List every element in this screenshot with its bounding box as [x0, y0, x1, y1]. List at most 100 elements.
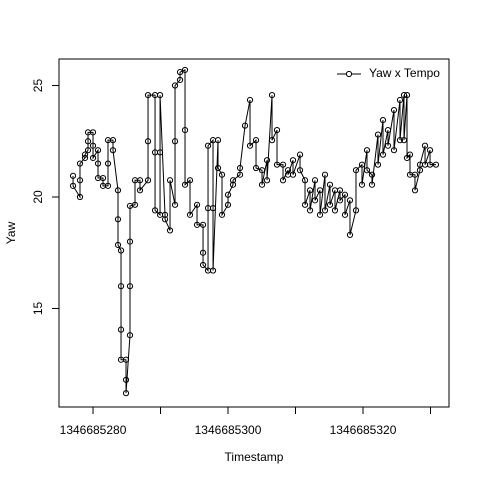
point [176, 76, 184, 84]
point [321, 171, 329, 178]
point [411, 187, 419, 194]
point [403, 92, 411, 99]
point [69, 172, 77, 179]
point [214, 164, 222, 172]
point [117, 326, 125, 333]
point [241, 122, 249, 129]
point [229, 177, 237, 184]
point [358, 181, 366, 188]
point [379, 116, 387, 124]
point [379, 151, 387, 158]
point [384, 127, 392, 134]
point [171, 138, 179, 145]
point [374, 131, 382, 138]
point [268, 92, 276, 99]
point [186, 177, 194, 184]
point [224, 201, 232, 208]
point [331, 207, 339, 214]
point [236, 171, 244, 178]
point [336, 197, 344, 204]
point [109, 147, 117, 154]
point [252, 137, 260, 144]
point [279, 177, 287, 184]
point [84, 147, 92, 154]
point [368, 181, 376, 188]
point [296, 151, 304, 158]
legend-marker [345, 70, 353, 78]
point [84, 138, 92, 145]
point [321, 207, 329, 214]
point [236, 164, 244, 172]
point [358, 161, 366, 168]
x-axis-title: Timestamp [225, 450, 284, 464]
point [400, 137, 408, 144]
point [193, 201, 201, 208]
point [181, 181, 189, 188]
legend-label: Yaw x Tempo [369, 66, 440, 80]
point [296, 167, 304, 174]
x-tick-label: 1346685320 [330, 423, 397, 437]
point [94, 160, 102, 167]
point [176, 69, 184, 76]
x-tick-label: 1346685300 [195, 423, 262, 437]
point [204, 142, 212, 149]
point [81, 154, 89, 162]
point [218, 171, 226, 178]
point [273, 161, 281, 168]
y-axis-title: Yaw [4, 221, 18, 244]
point [199, 261, 207, 269]
y-tick-label: 15 [31, 301, 45, 315]
point [346, 197, 354, 204]
point [114, 216, 122, 223]
point [263, 157, 271, 164]
point [114, 241, 122, 249]
point [122, 356, 130, 363]
point [104, 160, 112, 167]
point [390, 147, 398, 154]
point [411, 171, 419, 178]
point [246, 142, 254, 149]
point [181, 127, 189, 134]
point [384, 142, 392, 149]
point [301, 177, 309, 184]
point [156, 149, 164, 156]
point [186, 211, 194, 218]
point [336, 187, 344, 194]
point [89, 142, 97, 149]
point [311, 197, 319, 204]
point [279, 161, 287, 168]
x-tick-label: 1346685280 [60, 423, 127, 437]
point [199, 249, 207, 256]
point [326, 181, 334, 188]
point [161, 216, 169, 223]
point [171, 82, 179, 89]
point [306, 187, 314, 194]
point [181, 66, 189, 74]
point [156, 92, 164, 99]
point [136, 177, 144, 184]
point [368, 171, 376, 178]
point [390, 106, 398, 114]
point [284, 167, 292, 174]
point [136, 187, 144, 194]
point [374, 161, 382, 168]
point [193, 221, 201, 228]
point [341, 211, 349, 218]
point [114, 187, 122, 194]
point [268, 137, 276, 144]
point [117, 283, 125, 290]
point [306, 207, 314, 214]
point [99, 174, 107, 182]
point [94, 147, 102, 154]
point [406, 151, 414, 158]
point [89, 129, 97, 136]
point [258, 167, 266, 174]
point [131, 201, 139, 208]
point [218, 211, 226, 218]
point [224, 191, 232, 198]
point [126, 283, 134, 290]
point [81, 151, 89, 158]
point [352, 207, 360, 214]
point [109, 137, 117, 144]
point [117, 247, 125, 254]
